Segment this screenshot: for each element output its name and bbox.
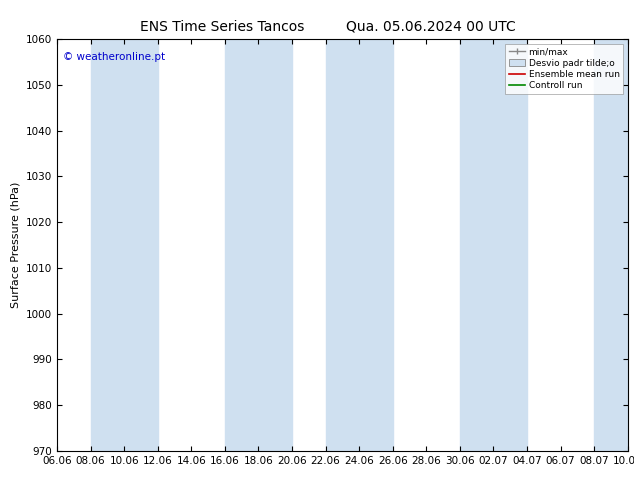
Text: Qua. 05.06.2024 00 UTC: Qua. 05.06.2024 00 UTC <box>346 20 516 34</box>
Text: © weatheronline.pt: © weatheronline.pt <box>63 51 165 62</box>
Bar <box>225 39 292 451</box>
Bar <box>460 39 527 451</box>
Bar <box>594 39 634 451</box>
Bar <box>91 39 158 451</box>
Y-axis label: Surface Pressure (hPa): Surface Pressure (hPa) <box>10 182 20 308</box>
Bar <box>326 39 392 451</box>
Legend: min/max, Desvio padr tilde;o, Ensemble mean run, Controll run: min/max, Desvio padr tilde;o, Ensemble m… <box>505 44 623 94</box>
Text: ENS Time Series Tancos: ENS Time Series Tancos <box>139 20 304 34</box>
